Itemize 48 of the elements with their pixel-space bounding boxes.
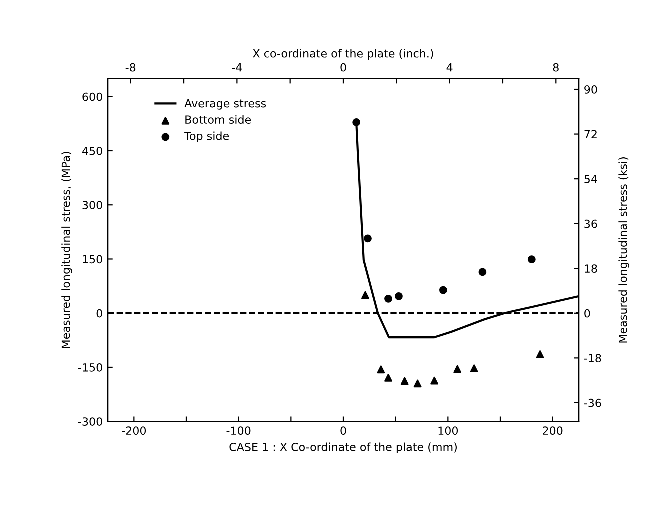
y-tick-label: 0 <box>96 309 102 318</box>
point <box>400 377 409 386</box>
point <box>377 366 386 374</box>
y2-tick-label: 36 <box>584 220 598 228</box>
point <box>528 256 536 264</box>
point <box>414 380 422 388</box>
y2-tick-label: 0 <box>584 309 590 318</box>
x2-tick-label: 4 <box>446 64 453 72</box>
x2-tick-label: 0 <box>340 63 346 72</box>
point <box>470 364 478 373</box>
legend-label: Average stress <box>184 99 266 110</box>
y2-tick-label: -36 <box>584 398 602 408</box>
point <box>384 374 392 382</box>
y2-tick-label: -18 <box>584 354 602 363</box>
x-tick-label: 100 <box>438 426 458 436</box>
y-axis-title: Measured longitudinal stress, (MPa) <box>62 152 72 348</box>
legend-label: Top side <box>184 132 230 142</box>
y-tick-label: 150 <box>83 255 102 264</box>
x-tick-label: 0 <box>340 426 346 436</box>
x2-tick-label: 8 <box>553 63 559 72</box>
point <box>430 376 439 385</box>
x-axis-title: CASE 1 : X Co-ordinate of the plate (mm) <box>230 442 457 454</box>
point <box>362 291 370 300</box>
y2-tick-label: 72 <box>584 130 597 139</box>
point <box>395 292 403 300</box>
x-tick-label: -100 <box>226 426 251 436</box>
y2-axis-title: Measured longitudinal stress (ksi) <box>618 158 630 343</box>
x2-axis-title: X co-ordinate of the plate (inch.) <box>253 49 434 60</box>
x-tick-label: -200 <box>122 426 146 436</box>
y-tick-label: 300 <box>82 201 102 210</box>
x2-tick-label: -8 <box>126 63 136 72</box>
point <box>478 268 487 276</box>
y2-tick-label: 18 <box>585 264 598 274</box>
x-tick-label: 200 <box>543 426 563 436</box>
legend-label: Bottom side <box>186 115 252 124</box>
y-tick-label: -150 <box>78 363 102 372</box>
point <box>454 365 462 374</box>
point <box>384 294 392 303</box>
point <box>352 118 361 126</box>
y-tick-label: 450 <box>82 146 102 156</box>
y2-tick-label: 90 <box>584 85 598 94</box>
point <box>536 350 544 358</box>
point <box>440 286 448 294</box>
x2-tick-label: -4 <box>232 64 242 72</box>
y-tick-label: 600 <box>82 92 102 102</box>
y2-tick-label: 54 <box>584 175 598 184</box>
y-tick-label: -300 <box>78 418 102 426</box>
point <box>364 234 372 243</box>
